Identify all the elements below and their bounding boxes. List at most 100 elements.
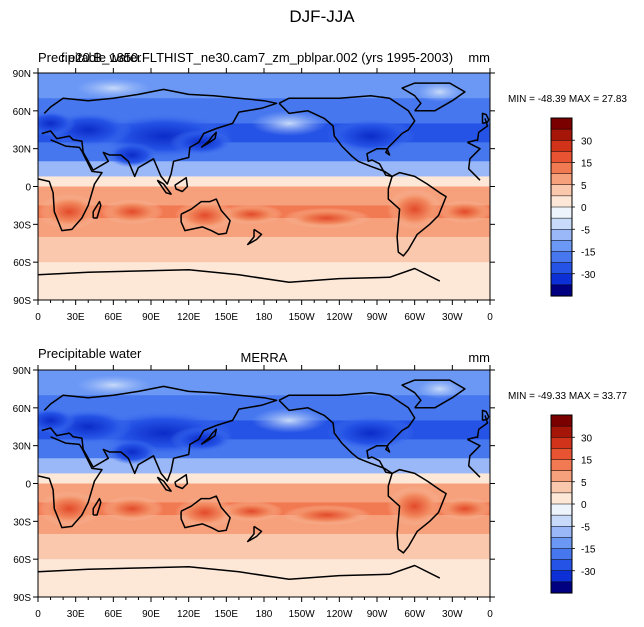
field-anomaly [38, 491, 101, 527]
x-tick-label: 30W [442, 312, 463, 323]
map-field [38, 73, 490, 300]
colorbar-label: 5 [581, 181, 587, 192]
panel-2: Precipitable water MERRA mm MIN = -49.33… [13, 346, 628, 620]
coastline [38, 436, 481, 529]
colorbar-swatch [550, 140, 573, 152]
colorbar-label: 0 [581, 203, 587, 214]
zonal-band [38, 186, 490, 206]
colorbar-swatch [550, 273, 573, 286]
field-anomaly [251, 110, 327, 137]
panel-1-center-title: f.e20.B_1850.FLTHIST_ne30.cam7_zm_pblpar… [61, 50, 453, 65]
colorbar-swatch [550, 548, 573, 561]
field-anomaly [100, 496, 164, 522]
field-anomaly [251, 407, 327, 434]
colorbar-swatch [550, 514, 573, 527]
x-tick-label: 90E [142, 609, 160, 620]
colorbar-swatch [550, 240, 573, 253]
panel-1-left-title: Precipitable water [38, 50, 142, 65]
colorbar-swatch [550, 459, 573, 472]
colorbar-swatch [550, 128, 573, 141]
colorbar-swatch [550, 117, 573, 130]
field-anomaly [387, 486, 443, 527]
x-tick-label: 150E [215, 609, 239, 620]
field-anomaly [107, 142, 158, 168]
coastline [481, 112, 490, 125]
y-tick-label: 90N [13, 366, 31, 377]
x-tick-label: 0 [35, 312, 41, 323]
colorbar-swatch [550, 526, 573, 538]
coastline [180, 198, 231, 236]
coastline [481, 409, 490, 422]
coastline [278, 391, 416, 475]
colorbar-label: 30 [581, 136, 593, 147]
field-anomaly [38, 407, 76, 434]
field-anomaly [326, 118, 415, 154]
zonal-band [38, 161, 490, 177]
map-field [38, 370, 490, 597]
y-tick-label: 60S [13, 258, 31, 269]
colorbar-label: -5 [581, 225, 590, 236]
coastline [92, 497, 102, 516]
coastline [174, 473, 189, 490]
x-tick-label: 60E [104, 609, 122, 620]
colorbar-swatch [550, 262, 573, 275]
coastline [401, 379, 466, 409]
colorbar-swatch [550, 414, 573, 427]
y-tick-label: 30N [13, 442, 31, 453]
colorbar-swatch [550, 425, 573, 438]
coastline [180, 495, 231, 533]
colorbar-label: -5 [581, 522, 590, 533]
coastline [246, 525, 263, 543]
x-tick-label: 30E [67, 609, 85, 620]
colorbar-swatch [550, 195, 573, 208]
zonal-band [38, 473, 490, 484]
panel-2-colorbar: 30 15 5 0 -5 -15 -30 [550, 414, 596, 594]
x-tick-label: 0 [487, 609, 493, 620]
coastline [387, 171, 447, 257]
y-tick-label: 90S [13, 593, 31, 604]
panel-1-stats: MIN = -48.39 MAX = 27.83 [508, 94, 627, 105]
x-tick-label: 60W [404, 609, 425, 620]
x-tick-label: 120E [177, 312, 201, 323]
colorbar-label: 30 [581, 433, 593, 444]
colorbar-label: -30 [581, 270, 596, 281]
panel-1-units: mm [468, 50, 490, 65]
panel-1-map [37, 72, 491, 301]
field-anomaly [417, 378, 463, 400]
colorbar-swatch [550, 206, 573, 219]
zonal-band [38, 559, 490, 597]
zonal-band [38, 262, 490, 300]
coastline [38, 267, 441, 284]
field-anomaly [437, 200, 490, 224]
colorbar-label: 15 [581, 159, 593, 170]
y-tick-label: 30N [13, 145, 31, 156]
coastline [38, 564, 441, 581]
colorbar-swatch [550, 537, 573, 550]
x-tick-label: 120W [326, 312, 353, 323]
colorbar-label: 5 [581, 478, 587, 489]
colorbar-label: -15 [581, 248, 596, 259]
field-anomaly [437, 497, 490, 521]
y-tick-label: 60N [13, 107, 31, 118]
x-tick-label: 180 [256, 312, 273, 323]
x-tick-label: 30E [67, 312, 85, 323]
y-tick-label: 30S [13, 220, 31, 231]
coastline [387, 468, 447, 554]
panel-2-x-axis: 0 30E 60E 90E 120E 150E 180 150W 120W 90W 60W 30W 0 [35, 365, 493, 620]
x-tick-label: 60E [104, 312, 122, 323]
zonal-band [38, 218, 490, 238]
y-tick-label: 60N [13, 404, 31, 415]
x-tick-label: 150W [289, 609, 316, 620]
colorbar-swatch [550, 284, 573, 297]
colorbar-label: 15 [581, 456, 593, 467]
panel-2-y-axis: 90N 60N 30N 0 30S 60S 90S [13, 366, 495, 604]
y-tick-label: 60S [13, 555, 31, 566]
coastline [200, 428, 218, 446]
x-tick-label: 0 [487, 312, 493, 323]
x-tick-label: 90W [367, 312, 388, 323]
colorbar-label: 0 [581, 500, 587, 511]
field-anomaly [38, 194, 101, 230]
colorbar-swatch [550, 162, 573, 175]
colorbar-swatch [550, 217, 573, 230]
